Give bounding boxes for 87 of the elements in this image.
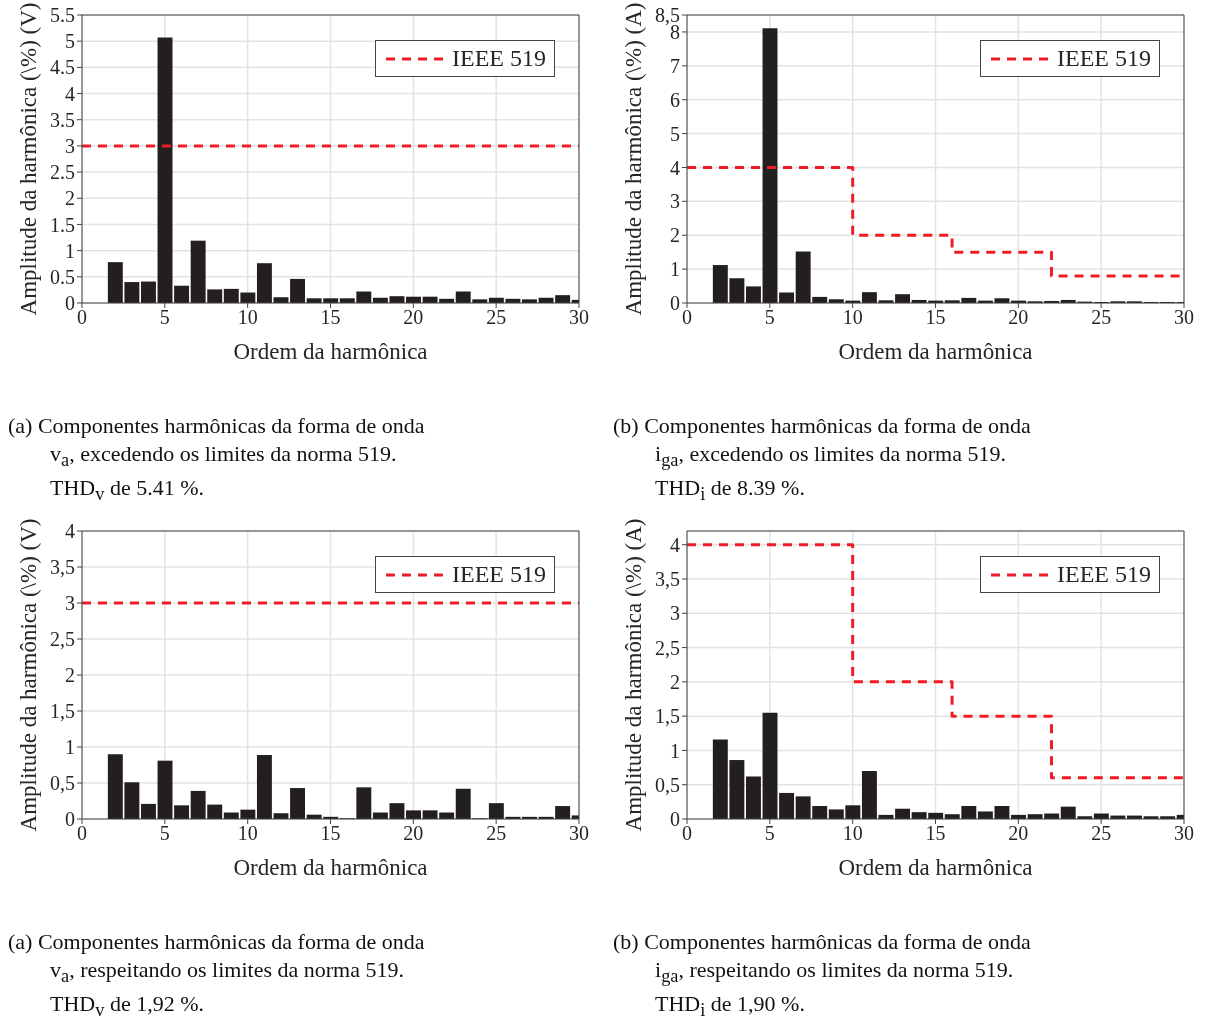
x-tick-label: 30 <box>569 822 589 845</box>
text: v$_{a}$, excedendo os limites da norma 519. <box>49 440 398 473</box>
y-tick-label: 4.5 <box>50 56 75 79</box>
y-tick-label: 4 <box>65 520 75 543</box>
x-tick-label: 25 <box>486 822 507 845</box>
y-tick-label: 1 <box>65 239 75 262</box>
y-tick-label: 4 <box>670 533 680 556</box>
x-tick-label: 5 <box>764 822 775 845</box>
x-tick-label: 5 <box>159 822 170 845</box>
x-tick-label: 20 <box>403 822 424 845</box>
x-tick-label: 15 <box>320 306 341 329</box>
y-axis-title: Amplitude da harmônica (\%) (V) <box>16 2 42 316</box>
x-tick-label: 10 <box>842 822 863 845</box>
text: i$_{ga}$, respeitando os limites da norma 519. <box>654 956 1015 989</box>
x-axis-title: Ordem da harmônica <box>233 339 428 364</box>
x-tick-label: 15 <box>320 822 341 845</box>
y-tick-label: 1 <box>670 258 680 281</box>
text: (b) Componentes harmônicas da forma de onda <box>613 412 1032 440</box>
text: (a) Componentes harmônicas da forma de onda <box>8 412 426 440</box>
y-tick-label: 1 <box>65 736 75 759</box>
text: (a) Componentes harmônicas da forma de onda <box>8 928 426 956</box>
x-tick-label: 10 <box>237 306 258 329</box>
y-axis-title: Amplitude da harmônica (\%) (A) <box>621 518 647 832</box>
y-tick-label: 6 <box>670 88 680 111</box>
x-tick-label: 25 <box>1091 822 1112 845</box>
y-tick-label: 0 <box>670 292 680 315</box>
text: THD$_{i}$ de 1,90 %. <box>654 990 806 1023</box>
y-tick-label: 4 <box>65 82 75 105</box>
x-tick-label: 15 <box>925 306 946 329</box>
y-tick-label: 3,5 <box>655 568 680 591</box>
y-tick-label: 3 <box>65 592 75 615</box>
legend-label: IEEE 519 <box>1057 45 1151 72</box>
y-tick-label: 2,5 <box>655 636 680 659</box>
y-tick-label: 7 <box>670 54 680 77</box>
y-tick-label: 2 <box>65 187 75 210</box>
y-tick-label: 0,5 <box>50 772 75 795</box>
x-tick-label: 30 <box>1174 822 1194 845</box>
y-tick-label: 0,5 <box>655 773 680 796</box>
y-tick-label: 3 <box>670 190 680 213</box>
text: (b) Componentes harmônicas da forma de onda <box>613 928 1032 956</box>
x-tick-label: 10 <box>237 822 258 845</box>
y-tick-label: 5 <box>670 122 680 145</box>
x-tick-label: 5 <box>159 306 170 329</box>
legend-label: IEEE 519 <box>452 45 546 72</box>
y-tick-label: 1,5 <box>50 700 75 723</box>
y-tick-label: 5 <box>65 30 75 53</box>
x-tick-label: 10 <box>842 306 863 329</box>
y-tick-label: 0.5 <box>50 265 75 288</box>
y-tick-label: 4 <box>670 156 680 179</box>
legend-label: IEEE 519 <box>1057 561 1151 588</box>
y-tick-label: 2.5 <box>50 161 75 184</box>
x-tick-label: 25 <box>1091 306 1112 329</box>
x-tick-label: 5 <box>764 306 775 329</box>
y-tick-label: 1 <box>670 739 680 762</box>
text: i$_{ga}$, excedendo os limites da norma 519. <box>654 440 1007 473</box>
x-tick-label: 30 <box>1174 306 1194 329</box>
y-tick-label: 8 <box>670 21 680 44</box>
y-tick-label: 1.5 <box>50 213 75 236</box>
x-tick-label: 20 <box>1008 822 1029 845</box>
y-tick-label: 3.5 <box>50 108 75 131</box>
legend-label: IEEE 519 <box>452 561 546 588</box>
y-tick-label: 2 <box>670 224 680 247</box>
x-tick-label: 25 <box>486 306 507 329</box>
x-tick-label: 15 <box>925 822 946 845</box>
y-tick-label: 1,5 <box>655 705 680 728</box>
y-tick-label: 3,5 <box>50 556 75 579</box>
y-tick-label: 2 <box>65 664 75 687</box>
x-axis-title: Ordem da harmônica <box>838 339 1033 364</box>
text: THD$_{v}$ de 1,92 %. <box>49 990 205 1023</box>
y-tick-label: 0 <box>65 292 75 315</box>
y-tick-label: 3 <box>65 135 75 158</box>
y-tick-label: 2 <box>670 670 680 693</box>
y-tick-label: 0 <box>65 808 75 831</box>
x-tick-label: 20 <box>403 306 424 329</box>
text: v$_{a}$, respeitando os limites da norma 519. <box>49 956 405 989</box>
text: THD$_{i}$ de 8.39 %. <box>654 474 806 507</box>
x-tick-label: 20 <box>1008 306 1029 329</box>
y-tick-label: 5.5 <box>50 4 75 27</box>
x-axis-title: Ordem da harmônica <box>838 855 1033 880</box>
y-tick-label: 0 <box>670 808 680 831</box>
y-axis-title: Amplitude da harmônica (\%) (A) <box>621 2 647 316</box>
y-tick-label: 3 <box>670 602 680 625</box>
x-tick-label: 30 <box>569 306 589 329</box>
y-tick-label: 2,5 <box>50 628 75 651</box>
y-axis-title: Amplitude da harmônica (\%) (V) <box>16 518 42 832</box>
text: THD$_{v}$ de 5.41 %. <box>49 474 205 507</box>
x-axis-title: Ordem da harmônica <box>233 855 428 880</box>
